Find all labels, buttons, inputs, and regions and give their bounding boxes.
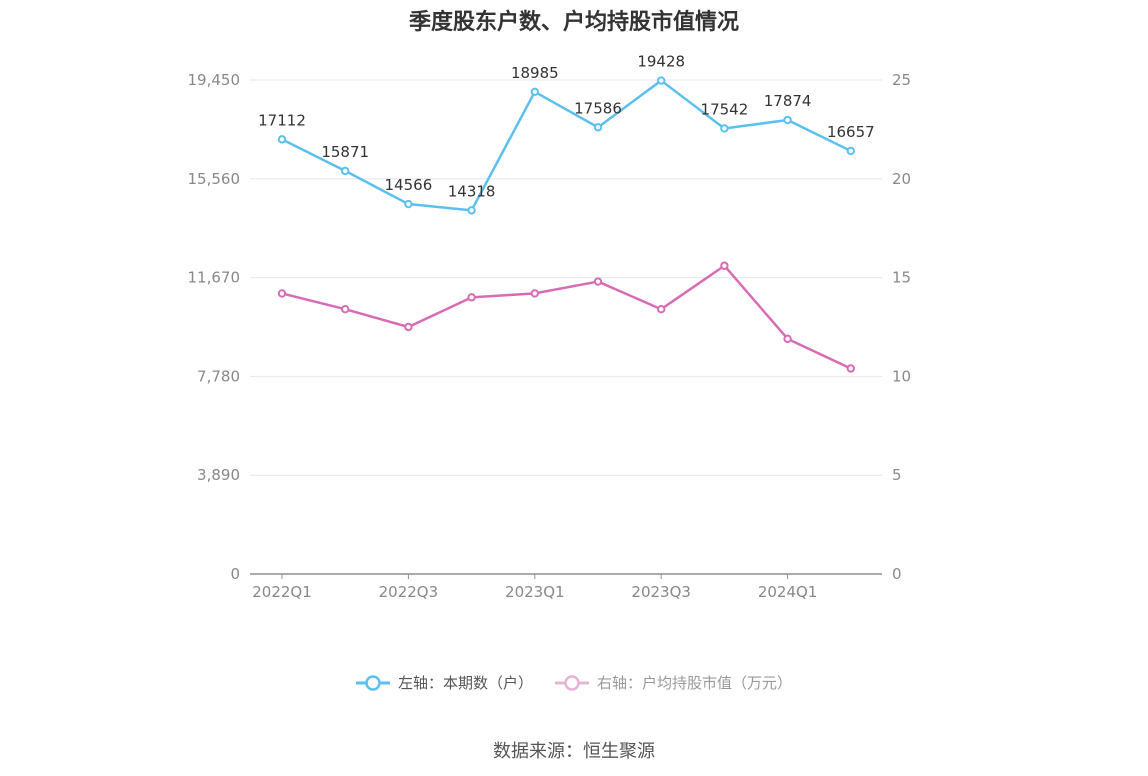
series-layer <box>277 76 855 373</box>
legend-line-circle-icon <box>355 674 390 691</box>
data-label: 15871 <box>321 143 369 161</box>
data-source: 数据来源：恒生聚源 <box>493 741 655 762</box>
data-label: 18985 <box>511 64 559 82</box>
data-point-shareholder-count <box>846 146 855 156</box>
chart-title: 季度股东户数、户均持股市值情况 <box>408 10 739 35</box>
data-point-avg-holding-value <box>846 364 855 373</box>
series-line-avg-holding-value <box>281 264 852 370</box>
data-point-avg-holding-value <box>277 289 287 298</box>
data-label: 14566 <box>385 176 433 194</box>
data-point-avg-holding-value <box>593 277 603 286</box>
y-right-tick-label: 0 <box>892 565 902 583</box>
data-labels: 17112 15871 14566 14318 18985 17586 19428 17542… <box>258 53 875 201</box>
y-left-tick-label: 3,890 <box>197 466 240 484</box>
y-right-tick-label: 10 <box>892 367 911 385</box>
x-tick-label: 2023Q3 <box>631 583 691 601</box>
axes: 0 0 3,890 5 7,780 10 11,670 15 15,560 20 19,450 25 2… <box>188 71 912 601</box>
y-right-tick-label: 15 <box>892 269 911 287</box>
legend-label-left: 左轴：本期数（户） <box>397 674 533 692</box>
data-point-avg-holding-value <box>783 334 792 344</box>
y-right-tick-label: 5 <box>892 466 902 484</box>
legend-label-right: 右轴：户均持股市值（万元） <box>597 674 793 692</box>
data-point-shareholder-count <box>467 206 476 215</box>
data-point-shareholder-count <box>341 166 350 176</box>
x-tick-label: 2024Q1 <box>758 583 818 601</box>
data-label: 14318 <box>448 182 496 200</box>
legend-line-circle-icon <box>555 674 589 691</box>
data-point-shareholder-count <box>404 199 413 209</box>
y-left-tick-label: 0 <box>230 565 240 583</box>
data-point-avg-holding-value <box>720 261 729 270</box>
data-label: 17112 <box>258 111 306 129</box>
series-line-shareholder-count <box>281 79 852 212</box>
data-point-avg-holding-value <box>404 322 413 332</box>
data-label: 17874 <box>764 92 812 110</box>
data-label: 16657 <box>827 123 875 141</box>
grid-lines <box>250 79 882 476</box>
x-tick-label: 2022Q1 <box>252 583 312 601</box>
data-point-avg-holding-value <box>657 305 666 314</box>
data-point-shareholder-count <box>530 87 539 97</box>
y-left-tick-label: 15,560 <box>188 170 241 188</box>
y-right-tick-label: 20 <box>892 170 911 188</box>
y-left-tick-label: 11,670 <box>188 269 241 287</box>
data-label: 19428 <box>637 53 685 71</box>
data-point-shareholder-count <box>277 135 287 144</box>
y-right-tick-label: 25 <box>892 71 911 89</box>
legend-item-left-axis[interactable]: 左轴：本期数（户） <box>355 672 533 693</box>
legend-item-right-axis[interactable]: 右轴：户均持股市值（万元） <box>555 672 792 693</box>
data-point-shareholder-count <box>593 123 603 132</box>
data-point-avg-holding-value <box>530 289 539 298</box>
data-point-shareholder-count <box>720 124 729 133</box>
data-point-avg-holding-value <box>467 293 476 302</box>
x-tick-label: 2022Q3 <box>379 583 439 601</box>
data-point-shareholder-count <box>783 115 792 125</box>
legend: 左轴：本期数（户） 右轴：户均持股市值（万元） <box>0 672 1148 693</box>
y-left-tick-label: 7,780 <box>197 367 240 385</box>
data-point-shareholder-count <box>657 76 666 85</box>
y-left-tick-label: 19,450 <box>188 71 241 89</box>
x-tick-label: 2023Q1 <box>505 583 565 601</box>
data-label: 17586 <box>574 99 622 117</box>
data-point-avg-holding-value <box>341 305 350 314</box>
data-label: 17542 <box>701 100 749 118</box>
